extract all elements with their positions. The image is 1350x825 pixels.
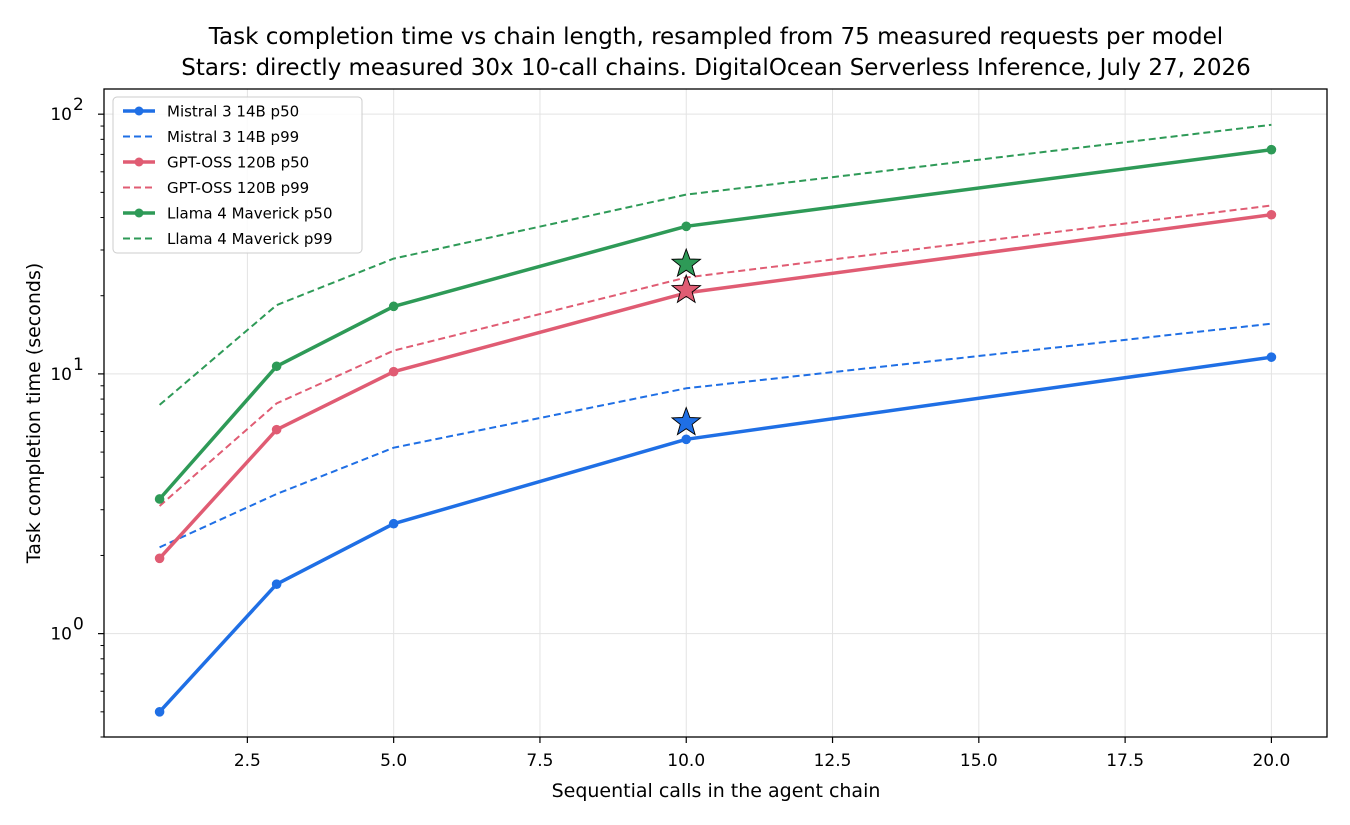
legend-label: Mistral 3 14B p50 [167, 103, 299, 121]
grid-lines [104, 89, 1327, 737]
series-0 [154, 352, 1277, 717]
y-axis-label: Task completion time (seconds) [23, 263, 45, 565]
x-tick-label: 7.5 [526, 751, 553, 771]
series-layer [154, 123, 1277, 717]
series-line [159, 322, 1272, 549]
legend-label: Llama 4 Maverick p50 [167, 205, 332, 223]
data-point [154, 494, 165, 504]
data-point [388, 366, 399, 377]
legend-label: Mistral 3 14B p99 [167, 128, 299, 146]
data-point [1266, 144, 1277, 155]
data-point [271, 361, 282, 372]
y-tick-label: 10 [50, 365, 72, 385]
y-tick-exponent: 0 [73, 615, 84, 635]
measured-star [670, 406, 702, 436]
measured-star [670, 273, 702, 304]
plot-frame [103, 88, 1328, 738]
data-point [1266, 209, 1277, 220]
series-5 [158, 123, 1272, 406]
legend-label: GPT-OSS 120B p99 [167, 179, 309, 197]
data-point [388, 518, 399, 529]
data-point [154, 553, 165, 564]
x-tick-label: 15.0 [960, 751, 998, 771]
x-tick-label: 20.0 [1252, 751, 1290, 771]
x-tick-label: 5.0 [380, 751, 407, 771]
legend-marker [134, 208, 144, 218]
data-point [154, 707, 165, 717]
y-tick-exponent: 1 [73, 355, 84, 375]
legend-box [112, 96, 363, 254]
chart-title: Task completion time vs chain length, re… [208, 24, 1223, 50]
data-point [681, 434, 692, 445]
data-point [681, 221, 692, 232]
data-point [271, 424, 282, 435]
legend-marker [134, 106, 144, 116]
series-line [158, 204, 1272, 507]
data-point [1266, 352, 1277, 362]
legend-label: Llama 4 Maverick p99 [167, 230, 332, 248]
series-1 [159, 322, 1272, 549]
x-axis-ticks: 2.5 5.0 7.5 10.0 12.5 15.0 17.5 20.0 [234, 737, 1290, 771]
y-tick-label: 10 [50, 105, 72, 125]
legend-marker [134, 157, 144, 167]
x-tick-label: 12.5 [814, 751, 852, 771]
series-line [158, 123, 1272, 406]
measured-stars [670, 247, 702, 436]
series-3 [158, 204, 1272, 507]
y-tick-exponent: 2 [73, 95, 84, 115]
legend-label: GPT-OSS 120B p50 [167, 154, 309, 172]
data-point [388, 301, 399, 312]
x-tick-label: 17.5 [1106, 751, 1144, 771]
data-point [271, 579, 282, 590]
x-tick-label: 2.5 [234, 751, 261, 771]
series-4 [154, 144, 1277, 504]
y-tick-label: 10 [50, 625, 72, 645]
x-tick-label: 10.0 [667, 751, 705, 771]
legend: Mistral 3 14B p50 Mistral 3 14B p99 GPT-OS… [112, 96, 363, 254]
measured-star [670, 247, 702, 278]
x-axis-label: Sequential calls in the agent chain [552, 780, 881, 802]
chart-subtitle: Stars: directly measured 30x 10-call cha… [181, 55, 1251, 81]
